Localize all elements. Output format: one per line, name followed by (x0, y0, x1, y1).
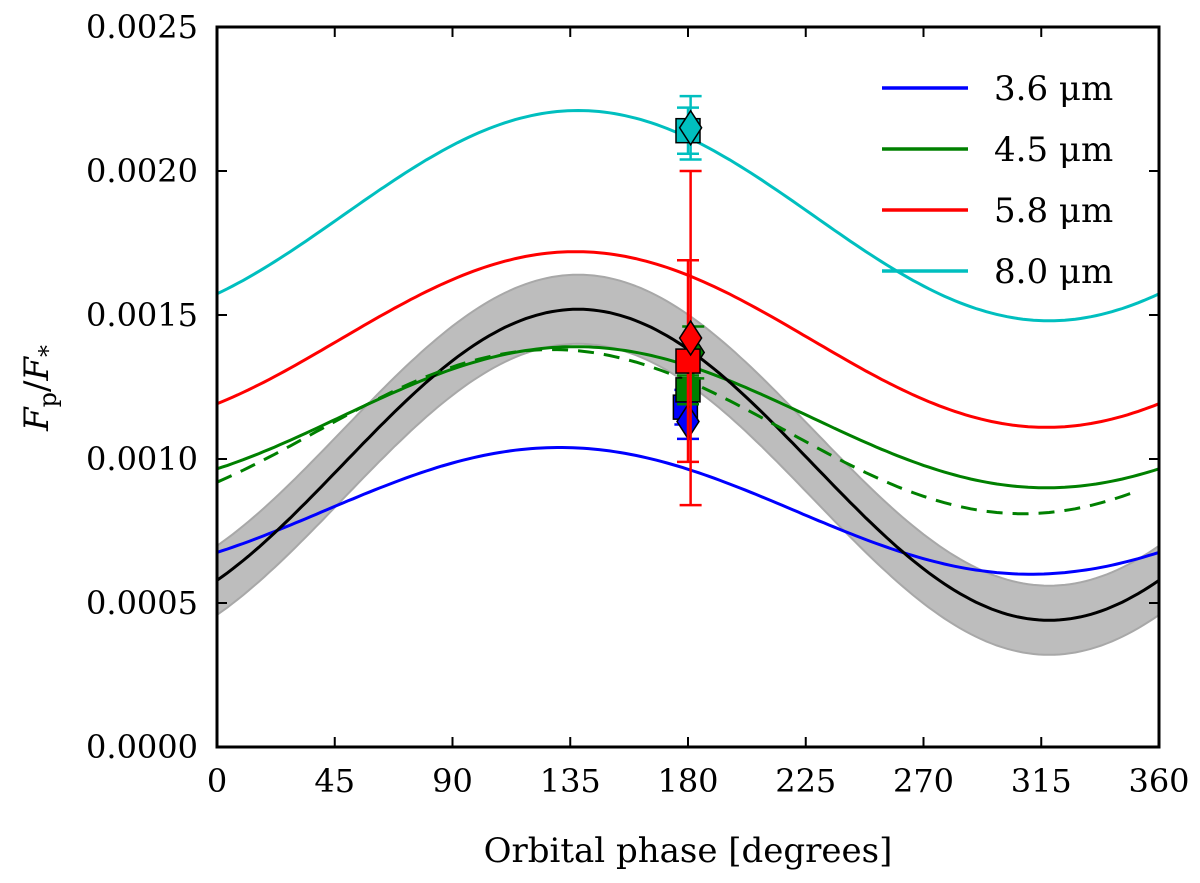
square-marker (675, 348, 701, 374)
legend-label-5-8-m: 5.8 μm (994, 191, 1113, 231)
y-tick-label: 0.0020 (86, 152, 198, 190)
x-tick-label: 180 (657, 762, 718, 800)
x-tick-label: 270 (893, 762, 954, 800)
plot-area (217, 94, 1159, 656)
data-point-5 (678, 169, 703, 507)
data-point-7 (678, 94, 703, 161)
legend-label-3-6-m: 3.6 μm (994, 69, 1113, 109)
y-tick-label: 0.0000 (86, 728, 198, 766)
data-point-4 (675, 259, 701, 464)
y-tick-label: 0.0005 (86, 584, 198, 622)
legend-label-4-5-m: 4.5 μm (994, 130, 1113, 170)
y-tick-labels: 0.0000 0.0005 0.0010 0.0015 0.0020 0.0025 (86, 8, 198, 766)
legend-label-8-0-m: 8.0 μm (994, 252, 1113, 292)
y-tick-label: 0.0015 (86, 296, 198, 334)
x-tick-label: 45 (314, 762, 355, 800)
x-tick-label: 0 (207, 762, 227, 800)
x-tick-label: 315 (1011, 762, 1072, 800)
x-tick-label: 360 (1128, 762, 1189, 800)
y-tick-label: 0.0025 (86, 8, 198, 46)
diamond-marker (678, 319, 703, 357)
x-tick-labels: 0 45 90 135 180 225 270 315 360 (207, 762, 1190, 800)
x-axis-title: Orbital phase [degrees] (484, 831, 893, 871)
x-tick-label: 90 (432, 762, 473, 800)
x-tick-label: 135 (540, 762, 601, 800)
series-line-3-6-m (217, 446, 1159, 576)
y-tick-label: 0.0010 (86, 440, 198, 478)
legend: 3.6 μm 4.5 μm 5.8 μm 8.0 μm (882, 69, 1113, 292)
x-tick-label: 225 (775, 762, 836, 800)
y-axis-title: Fp/F* (17, 345, 62, 432)
axis-ticks (216, 26, 1160, 748)
diamond-marker (678, 109, 703, 147)
